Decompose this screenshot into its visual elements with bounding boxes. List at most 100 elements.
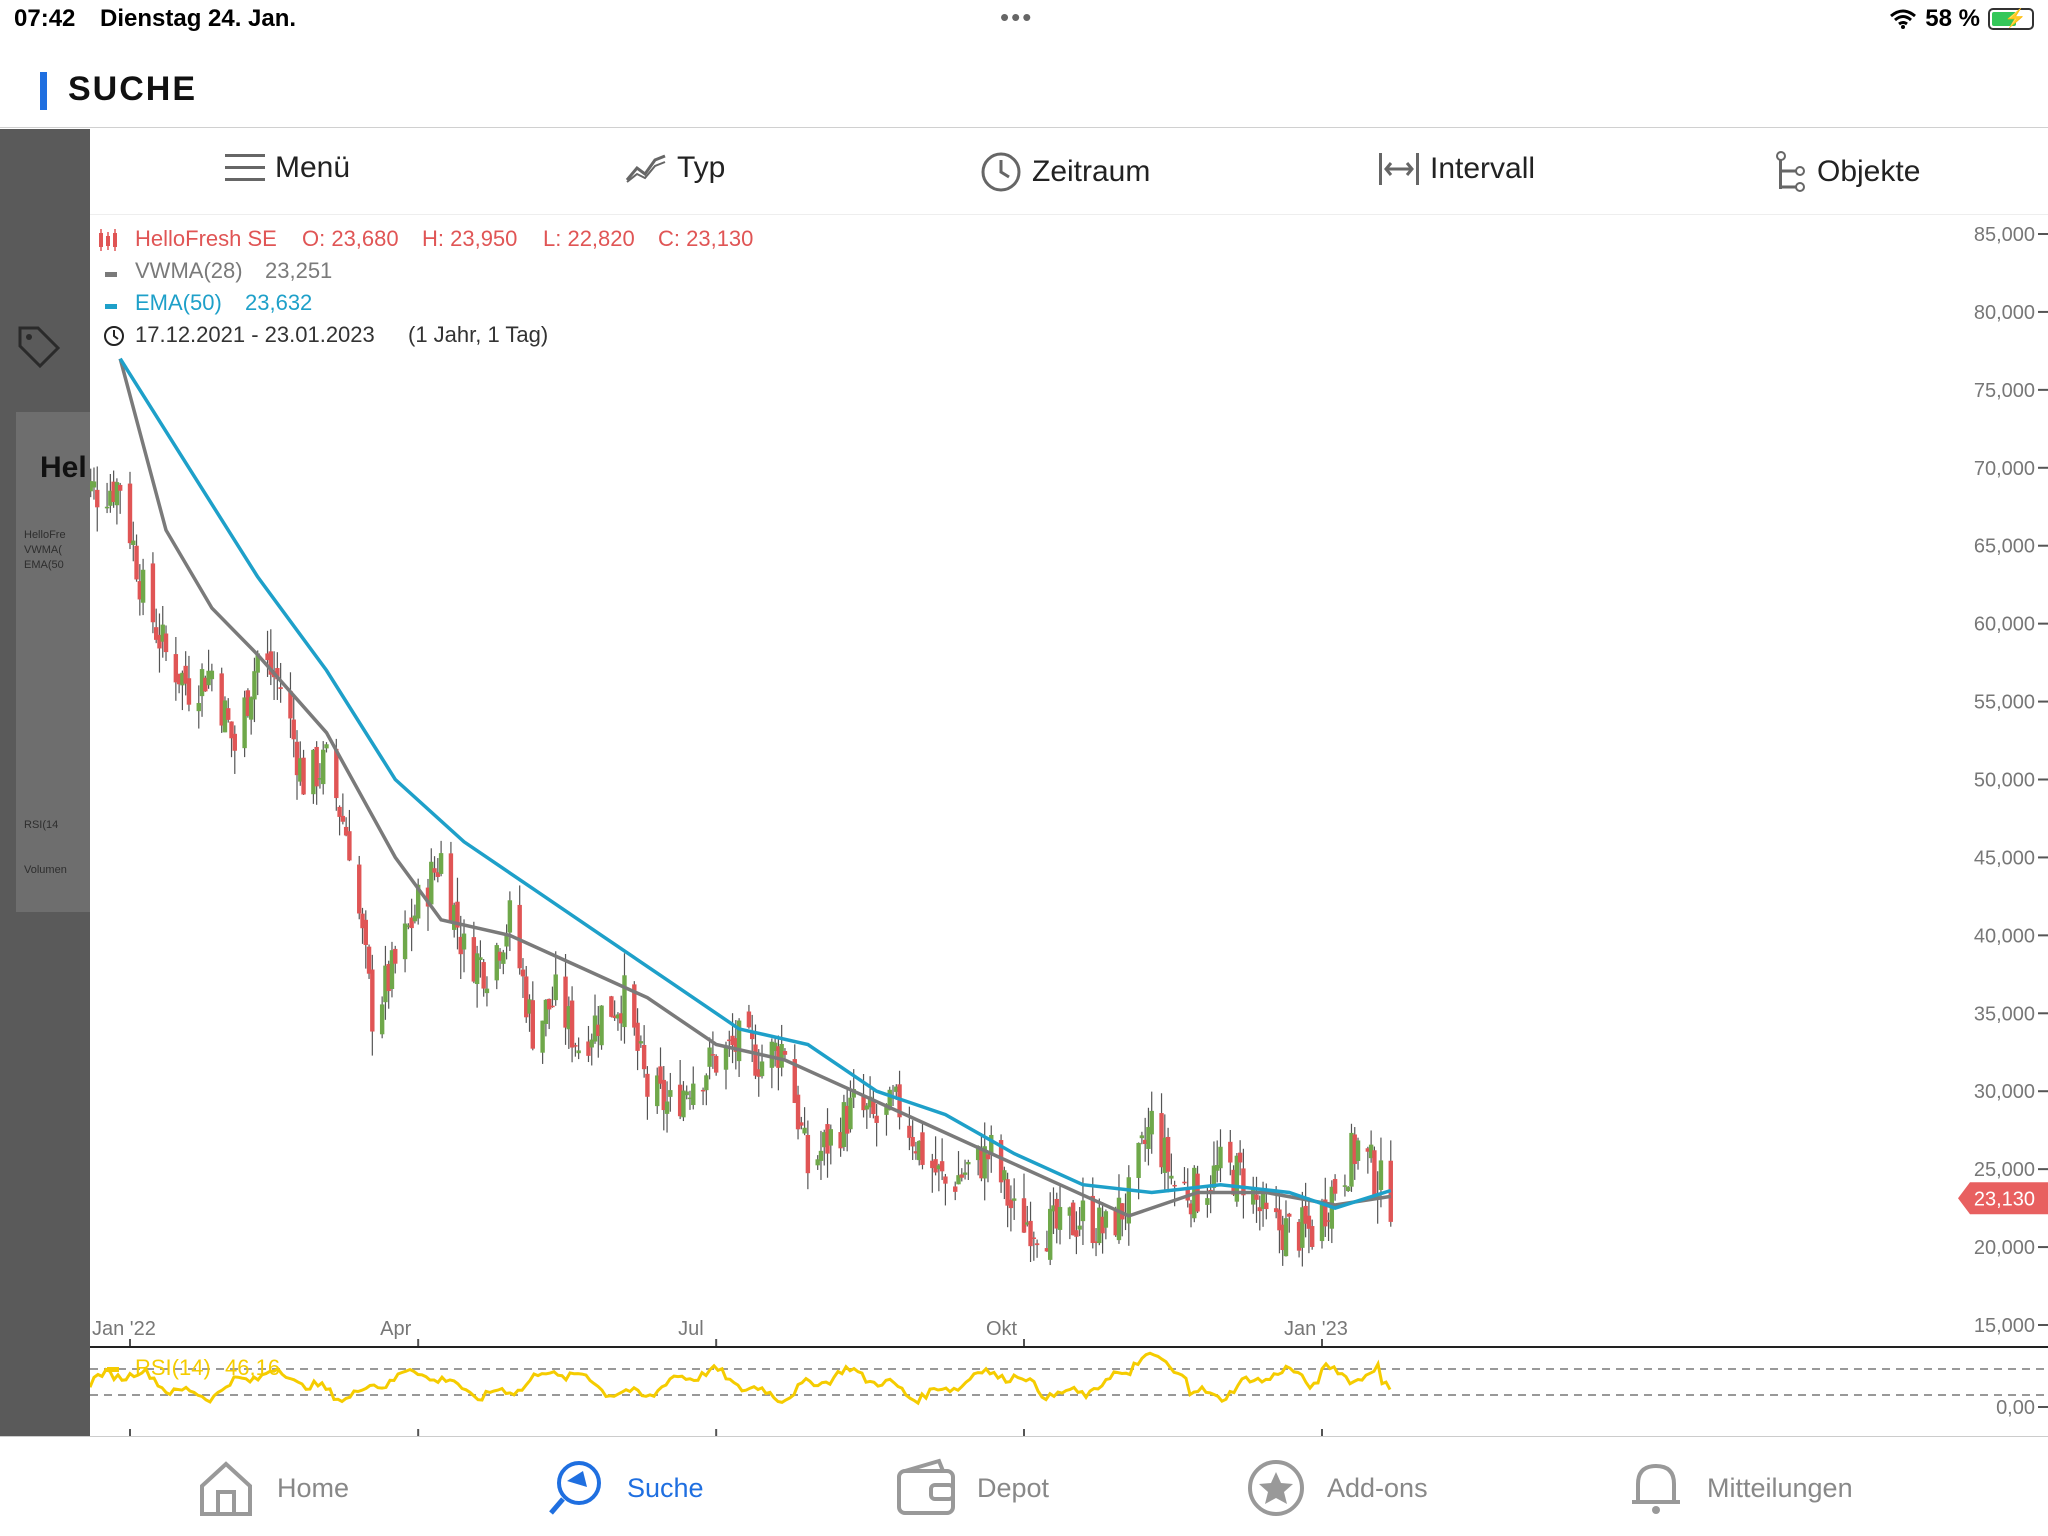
candle-down (530, 1000, 535, 1049)
background-legend-3: EMA(50 (24, 559, 64, 571)
candle-down (1287, 1213, 1292, 1217)
legend-ema: EMA(50) (135, 290, 222, 315)
candle-up (802, 1127, 807, 1134)
candle-up (222, 700, 228, 733)
legend-instrument: HelloFresh SE (135, 226, 277, 251)
background-title: Hel (40, 451, 87, 484)
candle-down (939, 1161, 945, 1172)
candle-up (687, 1097, 693, 1100)
nav-search[interactable]: Suche (545, 1457, 704, 1519)
ema-swatch (105, 304, 117, 309)
candle-down (340, 815, 346, 822)
candle-down (226, 708, 231, 720)
candle-up (1205, 1198, 1210, 1205)
period-button[interactable]: Zeitraum (980, 151, 1150, 193)
candle-down (861, 1094, 866, 1111)
candle-down (733, 1038, 739, 1052)
type-button[interactable]: Typ (625, 151, 725, 185)
candle-down (1142, 1139, 1148, 1145)
candle-down (301, 757, 306, 795)
candle-up (615, 1014, 621, 1019)
candle-down (163, 633, 169, 653)
candle-up (1149, 1110, 1154, 1135)
nav-notifications[interactable]: Mitteilungen (1625, 1457, 1853, 1519)
candle-up (311, 749, 316, 795)
candle-up (723, 1046, 729, 1070)
candle-down (183, 665, 188, 684)
x-tick-label: Okt (986, 1318, 1018, 1340)
candle-up (1251, 1188, 1256, 1205)
x-axis: Jan '22 Apr Jul Okt Jan '23 (92, 1318, 1348, 1436)
rsi-axis-label: 0,00 (1996, 1397, 2035, 1419)
nav-addons[interactable]: Add-ons (1245, 1457, 1428, 1519)
objects-label: Objekte (1817, 155, 1921, 188)
candle-down (524, 976, 529, 1018)
candle-down (1296, 1221, 1302, 1251)
y-axis: 85,000 80,000 75,000 70,000 65,000 60,000 55,0… (1974, 224, 2048, 1337)
candle-up (1002, 1170, 1007, 1181)
candle-down (337, 806, 342, 817)
candle-up (1368, 1144, 1374, 1159)
wifi-icon (1890, 9, 1917, 29)
y-tick-label: 80,000 (1974, 302, 2035, 324)
legend-open: O: 23,680 (302, 226, 399, 251)
candle-down (979, 1150, 984, 1179)
candle-down (1031, 1237, 1037, 1239)
candle-up (936, 1165, 942, 1170)
x-tick-label: Jan '23 (1284, 1318, 1348, 1340)
candle-up (1319, 1201, 1325, 1242)
candle-up (772, 1042, 778, 1052)
candle-up (1169, 1175, 1174, 1179)
candle-down (1228, 1141, 1233, 1163)
candle-up (402, 923, 408, 960)
candle-up (736, 1020, 742, 1062)
candle-down (294, 741, 300, 776)
tag-icon (16, 324, 62, 370)
battery-icon: ⚡ (1988, 8, 2034, 30)
multitasking-dots-icon[interactable]: ••• (1000, 2, 1034, 32)
candle-down (229, 721, 234, 739)
candle-up (962, 1172, 968, 1175)
page-title: SUCHE (68, 70, 198, 108)
candle-down (1280, 1224, 1285, 1251)
candle-up (1378, 1160, 1384, 1190)
candle-down (347, 831, 352, 861)
candle-down (619, 1013, 624, 1024)
candle-down (245, 690, 251, 716)
candle-up (484, 988, 490, 994)
nav-home[interactable]: Home (195, 1457, 349, 1519)
candle-up (1139, 1135, 1145, 1139)
objects-button[interactable]: Objekte (1775, 151, 1920, 193)
candle-up (1097, 1207, 1102, 1244)
candle-up (691, 1083, 696, 1106)
candle-up (108, 490, 113, 506)
candle-up (884, 1104, 889, 1115)
legend-range: 17.12.2021 - 23.01.2023 (135, 322, 375, 347)
candle-down (1231, 1169, 1236, 1195)
candle-up (438, 853, 444, 874)
candle-down (458, 936, 463, 955)
y-tick-label: 45,000 (1974, 847, 2035, 869)
status-bar: 07:42 Dienstag 24. Jan. ••• 58 % ⚡ (0, 0, 2048, 40)
candle-down (1113, 1209, 1118, 1236)
candle-down (573, 1045, 578, 1047)
candle-down (1028, 1220, 1033, 1247)
menu-button[interactable]: Menü (225, 151, 350, 185)
y-tick-label: 60,000 (1974, 614, 2035, 636)
interval-button[interactable]: Intervall (1378, 151, 1535, 187)
candle-up (1234, 1155, 1240, 1202)
nav-depot[interactable]: Depot (895, 1457, 1049, 1519)
x-tick-label: Jul (678, 1318, 704, 1340)
y-tick-label: 50,000 (1974, 770, 2035, 792)
candle-down (998, 1140, 1004, 1183)
candle-down (219, 673, 224, 726)
candle-down (343, 826, 349, 836)
candlestick-series (90, 466, 1393, 1267)
price-chart[interactable]: HelloFresh SE O: 23,680 H: 23,950 L: 22,… (90, 129, 2048, 1436)
last-price-marker: 23,130 (1958, 1182, 2048, 1215)
candle-down (546, 998, 552, 1010)
candle-up (1126, 1177, 1131, 1224)
candle-down (1303, 1205, 1308, 1224)
candle-up (90, 481, 93, 492)
candle-down (393, 948, 398, 964)
